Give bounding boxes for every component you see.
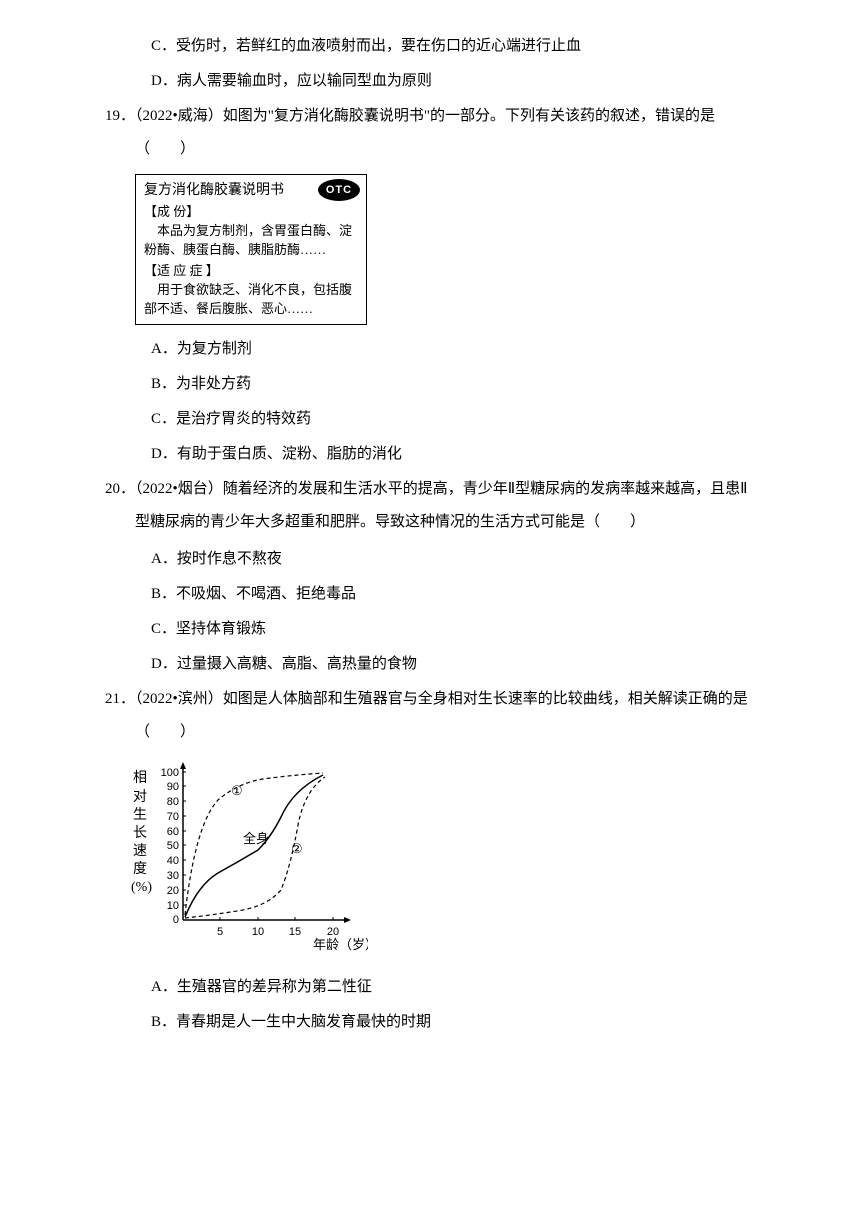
- svg-text:全身: 全身: [243, 831, 269, 846]
- svg-text:40: 40: [167, 855, 179, 867]
- svg-text:60: 60: [167, 826, 179, 838]
- svg-text:10: 10: [167, 900, 179, 912]
- svg-text:10: 10: [252, 926, 264, 938]
- svg-text:0: 0: [173, 914, 179, 926]
- svg-text:80: 80: [167, 796, 179, 808]
- svg-text:②: ②: [291, 841, 303, 856]
- chart-y-label: 相对生长速度(%): [131, 770, 149, 897]
- medicine-instruction-box: OTC 复方消化酶胶囊说明书 【成 份】 本品为复方制剂，含胃蛋白酶、淀粉酶、胰…: [135, 174, 367, 325]
- svg-text:15: 15: [289, 926, 301, 938]
- q19-stem: 19．（2022•威海）如图为"复方消化酶胶囊说明书"的一部分。下列有关该药的叙…: [105, 100, 755, 166]
- q19-option-a: A．为复方制剂: [105, 333, 755, 366]
- q19-option-c: C．是治疗胃炎的特效药: [105, 403, 755, 436]
- q21-stem: 21．（2022•滨州）如图是人体脑部和生殖器官与全身相对生长速率的比较曲线，相…: [105, 683, 755, 749]
- svg-text:①: ①: [231, 783, 243, 798]
- q19-option-b: B．为非处方药: [105, 368, 755, 401]
- q20-option-a: A．按时作息不熬夜: [105, 543, 755, 576]
- medicine-indication-label: 【适 应 症 】: [144, 262, 358, 281]
- q21-option-b: B．青春期是人一生中大脑发育最快的时期: [105, 1006, 755, 1039]
- q21-option-a: A．生殖器官的差异称为第二性征: [105, 971, 755, 1004]
- pre-option-c: C．受伤时，若鲜红的血液喷射而出，要在伤口的近心端进行止血: [105, 30, 755, 63]
- medicine-ingredients-text: 本品为复方制剂，含胃蛋白酶、淀粉酶、胰蛋白酶、胰脂肪酶……: [144, 222, 358, 260]
- q20-option-c: C．坚持体育锻炼: [105, 613, 755, 646]
- q20-option-d: D．过量摄入高糖、高脂、高热量的食物: [105, 648, 755, 681]
- q21-chart: 相对生长速度(%) 0 10 20 30 40 50 60 70 80 90 1…: [131, 755, 371, 965]
- svg-text:30: 30: [167, 870, 179, 882]
- svg-text:50: 50: [167, 840, 179, 852]
- svg-text:5: 5: [217, 926, 223, 938]
- otc-badge: OTC: [318, 179, 360, 201]
- pre-option-d: D．病人需要输血时，应以输同型血为原则: [105, 65, 755, 98]
- growth-chart-svg: 0 10 20 30 40 50 60 70 80 90 100: [153, 755, 368, 965]
- svg-text:90: 90: [167, 781, 179, 793]
- q19-figure: OTC 复方消化酶胶囊说明书 【成 份】 本品为复方制剂，含胃蛋白酶、淀粉酶、胰…: [135, 174, 755, 325]
- medicine-indication-text: 用于食欲缺乏、消化不良，包括腹部不适、餐后腹胀、恶心……: [144, 281, 358, 319]
- svg-text:70: 70: [167, 811, 179, 823]
- q19-option-d: D．有助于蛋白质、淀粉、脂肪的消化: [105, 438, 755, 471]
- svg-text:20: 20: [167, 885, 179, 897]
- svg-text:100: 100: [161, 767, 179, 779]
- q20-option-b: B．不吸烟、不喝酒、拒绝毒品: [105, 578, 755, 611]
- svg-text:年龄（岁）: 年龄（岁）: [313, 937, 368, 952]
- q20-stem: 20．（2022•烟台）随着经济的发展和生活水平的提高，青少年Ⅱ型糖尿病的发病率…: [105, 473, 755, 539]
- medicine-ingredients-label: 【成 份】: [144, 203, 358, 222]
